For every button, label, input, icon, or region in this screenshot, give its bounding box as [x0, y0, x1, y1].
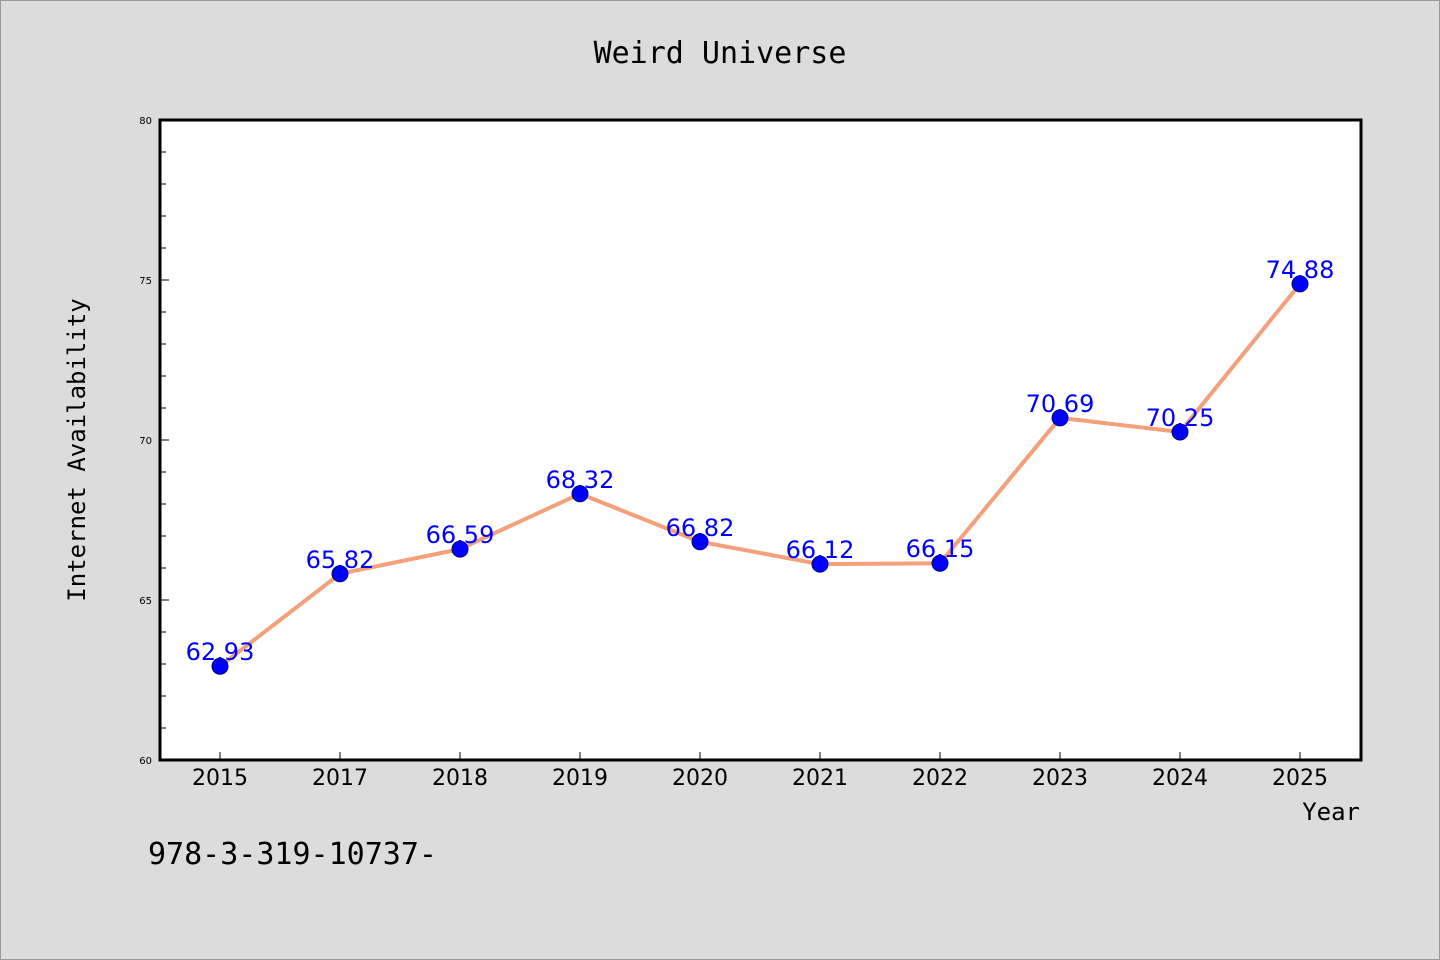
- data-label: 66.12: [786, 536, 855, 564]
- series-line: [218, 282, 1302, 668]
- plot-area: [158, 118, 1363, 762]
- x-tick-label: 2022: [912, 766, 968, 791]
- y-tick-label: 75: [139, 276, 152, 287]
- data-label: 66.82: [666, 514, 735, 542]
- data-point: [811, 555, 829, 573]
- x-tick-label: 2015: [192, 766, 248, 791]
- data-point: [331, 565, 349, 583]
- y-tick-label: 70: [139, 436, 152, 447]
- data-point: [451, 540, 469, 558]
- y-axis-label: Internet Availability: [63, 298, 91, 601]
- x-tick-label: 2017: [312, 766, 368, 791]
- x-axis-label: Year: [1302, 798, 1360, 826]
- data-point: [931, 554, 949, 572]
- data-point: [571, 485, 589, 503]
- x-tick-label: 2024: [1152, 766, 1208, 791]
- data-labels-group: 62.93 65.82 66.59 68.32 66.82 66.12 66.15 70.69…: [186, 256, 1335, 666]
- footnote-text: 978-3-319-10737-: [148, 837, 437, 872]
- x-tick-label: 2025: [1272, 766, 1328, 791]
- data-label: 66.15: [906, 535, 975, 563]
- y-tick-label: 65: [139, 596, 152, 607]
- x-axis: 2015 2017 2018 2019 2020 2021 2022 2023 2024 2025: [192, 752, 1328, 791]
- x-tick-label: 2020: [672, 766, 728, 791]
- data-point: [211, 657, 229, 675]
- data-label: 65.82: [306, 546, 375, 574]
- y-tick-label: 60: [139, 756, 152, 767]
- y-tick-label: 80: [139, 116, 152, 127]
- data-point: [1171, 423, 1189, 441]
- data-label: 66.59: [426, 521, 495, 549]
- y-axis: 60 65 70 75 80: [139, 116, 169, 767]
- data-point: [1051, 409, 1069, 427]
- series-group: [211, 275, 1309, 675]
- data-point: [1291, 275, 1309, 293]
- data-label: 62.93: [186, 638, 255, 666]
- x-tick-label: 2019: [552, 766, 608, 791]
- data-label: 70.69: [1026, 390, 1095, 418]
- x-tick-label: 2023: [1032, 766, 1088, 791]
- chart-title: Weird Universe: [594, 36, 847, 71]
- data-label: 70.25: [1146, 404, 1215, 432]
- x-tick-label: 2021: [792, 766, 848, 791]
- data-label: 68.32: [546, 466, 615, 494]
- x-tick-label: 2018: [432, 766, 488, 791]
- data-point: [691, 533, 709, 551]
- data-label: 74.88: [1266, 256, 1335, 284]
